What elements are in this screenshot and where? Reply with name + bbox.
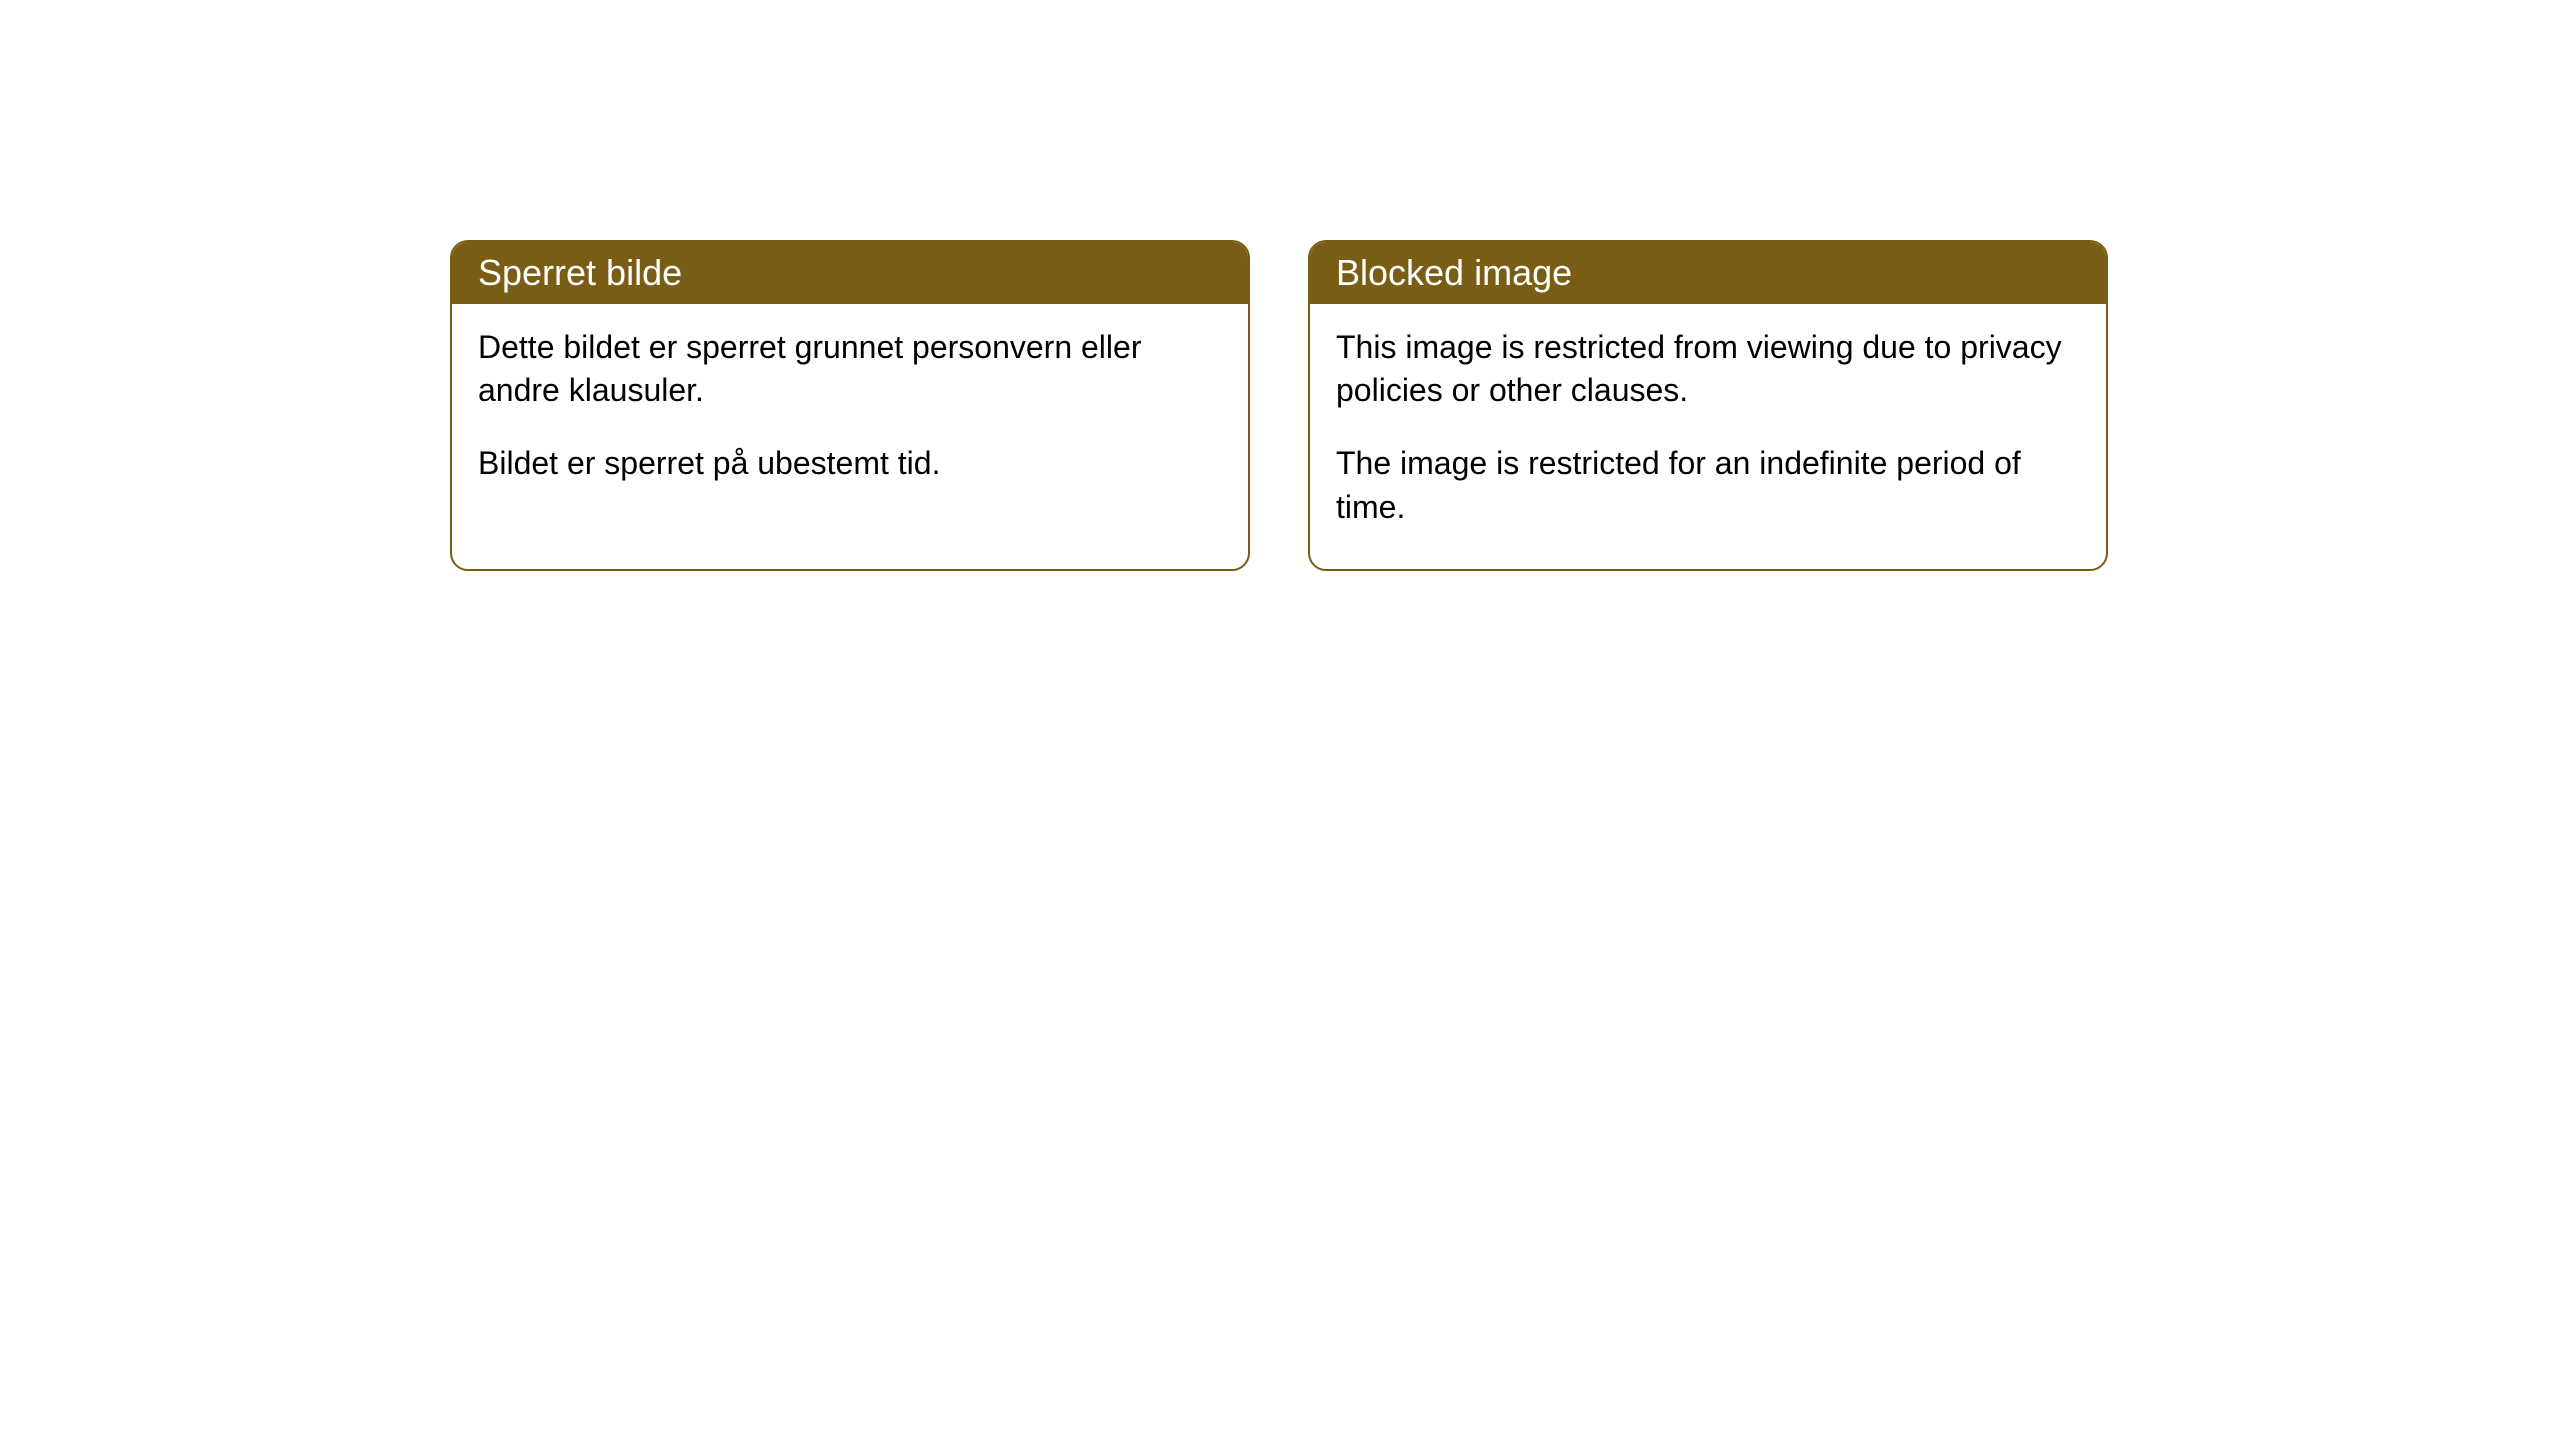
- card-title-no: Sperret bilde: [478, 252, 682, 293]
- card-body-no: Dette bildet er sperret grunnet personve…: [452, 304, 1248, 526]
- card-header-en: Blocked image: [1310, 242, 2106, 304]
- card-title-en: Blocked image: [1336, 252, 1572, 293]
- card-header-no: Sperret bilde: [452, 242, 1248, 304]
- card-paragraph2-en: The image is restricted for an indefinit…: [1336, 442, 2080, 528]
- card-paragraph1-no: Dette bildet er sperret grunnet personve…: [478, 326, 1222, 412]
- card-paragraph2-no: Bildet er sperret på ubestemt tid.: [478, 442, 1222, 485]
- cards-container: Sperret bilde Dette bildet er sperret gr…: [450, 240, 2110, 571]
- card-paragraph1-en: This image is restricted from viewing du…: [1336, 326, 2080, 412]
- card-body-en: This image is restricted from viewing du…: [1310, 304, 2106, 569]
- blocked-image-card-en: Blocked image This image is restricted f…: [1308, 240, 2108, 571]
- blocked-image-card-no: Sperret bilde Dette bildet er sperret gr…: [450, 240, 1250, 571]
